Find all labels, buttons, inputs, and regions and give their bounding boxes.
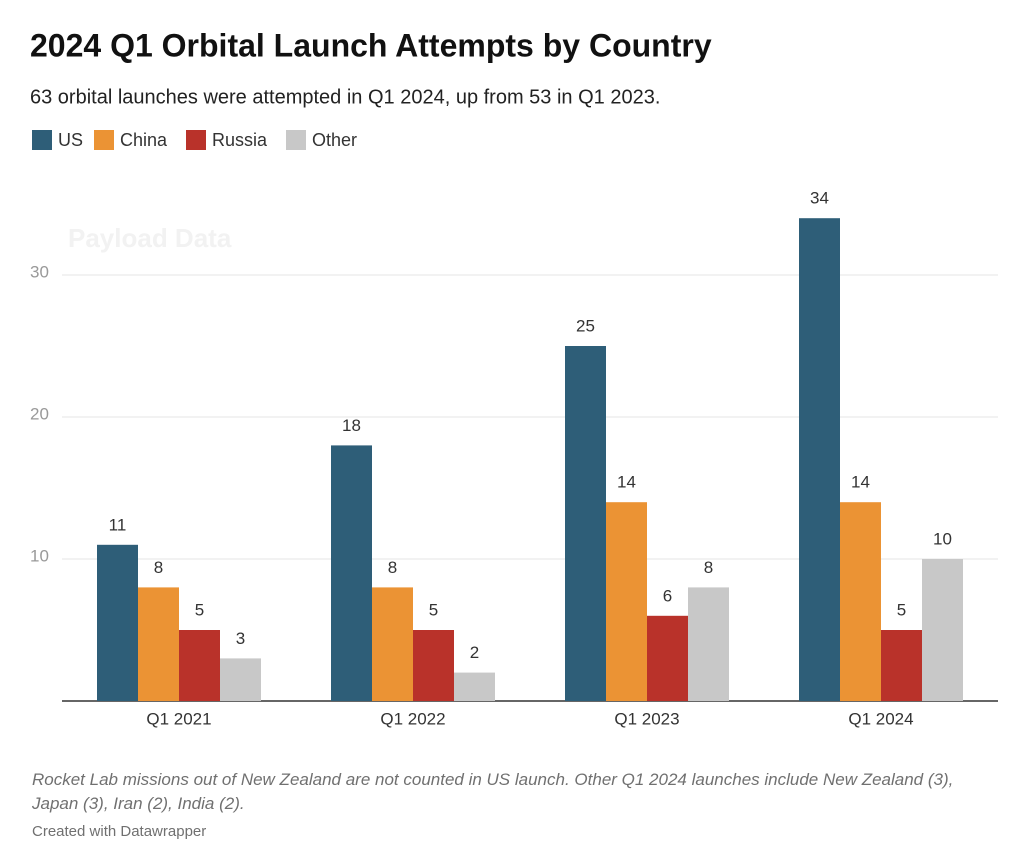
value-label: 5: [195, 600, 204, 619]
chart-subtitle: 63 orbital launches were attempted in Q1…: [30, 86, 660, 108]
chart-title: 2024 Q1 Orbital Launch Attempts by Count…: [30, 27, 712, 63]
y-tick-label: 10: [30, 546, 49, 565]
bar: [606, 502, 647, 701]
value-label: 3: [236, 629, 245, 648]
value-label: 34: [810, 189, 829, 208]
bar: [565, 346, 606, 701]
legend-label: Other: [312, 130, 357, 150]
value-label: 6: [663, 586, 672, 605]
y-tick-label: 30: [30, 262, 49, 281]
legend-swatch: [286, 130, 306, 150]
legend-label: China: [120, 130, 168, 150]
bar: [454, 672, 495, 701]
value-label: 8: [388, 558, 397, 577]
value-label: 2: [470, 643, 479, 662]
value-label: 8: [154, 558, 163, 577]
bar: [97, 544, 138, 701]
value-label: 14: [851, 473, 870, 492]
value-label: 5: [429, 600, 438, 619]
value-label: 8: [704, 558, 713, 577]
footnote: Rocket Lab missions out of New Zealand a…: [32, 770, 954, 813]
value-label: 5: [897, 600, 906, 619]
value-label: 11: [109, 515, 127, 534]
x-tick-label: Q1 2021: [146, 709, 211, 728]
legend-label: Russia: [212, 130, 268, 150]
bar: [138, 587, 179, 701]
bar: [881, 630, 922, 701]
bar: [922, 559, 963, 701]
legend-swatch: [94, 130, 114, 150]
value-label: 18: [342, 416, 361, 435]
x-tick-label: Q1 2022: [380, 709, 445, 728]
legend: US China Russia Other: [32, 130, 357, 150]
bar: [179, 630, 220, 701]
value-label: 25: [576, 316, 595, 335]
bar: [647, 615, 688, 701]
y-tick-label: 20: [30, 404, 49, 423]
bar: [220, 658, 261, 701]
bar: [372, 587, 413, 701]
x-tick-label: Q1 2023: [614, 709, 679, 728]
watermark: Payload Data: [68, 223, 232, 253]
bar: [840, 502, 881, 701]
legend-label: US: [58, 130, 83, 150]
legend-swatch: [32, 130, 52, 150]
value-label: 10: [933, 529, 952, 548]
bar: [413, 630, 454, 701]
legend-swatch: [186, 130, 206, 150]
bar: [799, 218, 840, 701]
credit: Created with Datawrapper: [32, 823, 206, 840]
x-tick-label: Q1 2024: [848, 709, 913, 728]
value-label: 14: [617, 473, 636, 492]
bar: [688, 587, 729, 701]
bar: [331, 445, 372, 701]
